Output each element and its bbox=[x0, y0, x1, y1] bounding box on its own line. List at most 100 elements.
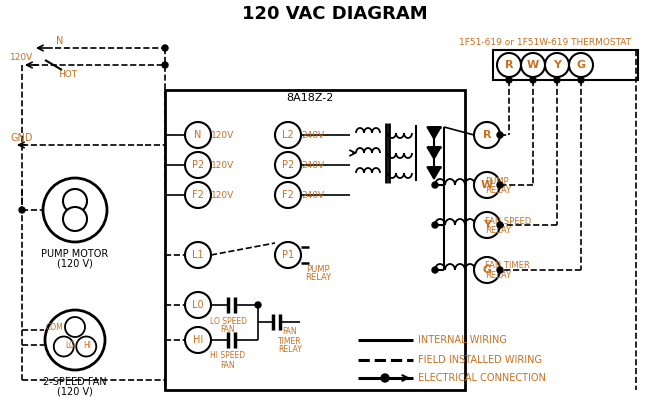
Circle shape bbox=[381, 374, 389, 382]
Text: 120V: 120V bbox=[211, 160, 234, 170]
Text: RELAY: RELAY bbox=[305, 274, 331, 282]
Polygon shape bbox=[427, 147, 441, 159]
Text: G: G bbox=[576, 60, 586, 70]
Text: P1: P1 bbox=[282, 250, 294, 260]
Circle shape bbox=[554, 77, 560, 83]
Text: R: R bbox=[483, 130, 491, 140]
Circle shape bbox=[275, 152, 301, 178]
Text: RELAY: RELAY bbox=[485, 186, 511, 194]
Text: TIMER: TIMER bbox=[278, 336, 302, 346]
Circle shape bbox=[185, 242, 211, 268]
Text: Y: Y bbox=[483, 220, 491, 230]
Text: 120V: 120V bbox=[211, 130, 234, 140]
Circle shape bbox=[185, 182, 211, 208]
Text: R: R bbox=[505, 60, 513, 70]
Text: COM: COM bbox=[46, 323, 64, 333]
Text: N: N bbox=[194, 130, 202, 140]
Circle shape bbox=[432, 267, 438, 273]
Circle shape bbox=[19, 207, 25, 213]
Text: (120 V): (120 V) bbox=[57, 259, 93, 269]
Text: FAN TIMER: FAN TIMER bbox=[485, 261, 530, 271]
Text: PUMP: PUMP bbox=[306, 264, 330, 274]
Text: F2: F2 bbox=[192, 190, 204, 200]
Circle shape bbox=[474, 212, 500, 238]
Circle shape bbox=[275, 242, 301, 268]
Circle shape bbox=[76, 336, 96, 357]
Circle shape bbox=[63, 207, 87, 231]
Text: 120 VAC DIAGRAM: 120 VAC DIAGRAM bbox=[242, 5, 428, 23]
Text: HOT: HOT bbox=[58, 70, 78, 78]
Circle shape bbox=[45, 310, 105, 370]
Text: P2: P2 bbox=[282, 160, 294, 170]
Text: HI SPEED: HI SPEED bbox=[210, 352, 246, 360]
Circle shape bbox=[521, 53, 545, 77]
Text: ELECTRICAL CONNECTION: ELECTRICAL CONNECTION bbox=[418, 373, 546, 383]
Text: RELAY: RELAY bbox=[278, 346, 302, 354]
Circle shape bbox=[497, 182, 503, 188]
Circle shape bbox=[275, 182, 301, 208]
Circle shape bbox=[497, 132, 503, 138]
Text: 1F51-619 or 1F51W-619 THERMOSTAT: 1F51-619 or 1F51W-619 THERMOSTAT bbox=[459, 37, 631, 47]
Text: GND: GND bbox=[11, 133, 34, 143]
Text: FAN: FAN bbox=[220, 326, 235, 334]
Circle shape bbox=[275, 122, 301, 148]
Circle shape bbox=[530, 77, 536, 83]
Circle shape bbox=[54, 336, 74, 357]
Text: L1: L1 bbox=[192, 250, 204, 260]
Text: 240V: 240V bbox=[302, 191, 324, 199]
Text: RELAY: RELAY bbox=[485, 271, 511, 279]
Circle shape bbox=[43, 178, 107, 242]
Circle shape bbox=[185, 152, 211, 178]
Text: L2: L2 bbox=[282, 130, 294, 140]
Circle shape bbox=[185, 327, 211, 353]
Polygon shape bbox=[427, 167, 441, 179]
Text: FAN SPEED: FAN SPEED bbox=[485, 217, 531, 225]
Circle shape bbox=[185, 292, 211, 318]
Circle shape bbox=[432, 182, 438, 188]
Circle shape bbox=[474, 122, 500, 148]
Circle shape bbox=[432, 222, 438, 228]
Text: P2: P2 bbox=[192, 160, 204, 170]
Circle shape bbox=[255, 302, 261, 308]
Polygon shape bbox=[427, 127, 441, 139]
Text: (120 V): (120 V) bbox=[57, 387, 93, 397]
Circle shape bbox=[578, 77, 584, 83]
Text: W: W bbox=[481, 180, 493, 190]
Circle shape bbox=[497, 53, 521, 77]
Circle shape bbox=[506, 77, 512, 83]
Text: 240V: 240V bbox=[302, 160, 324, 170]
Text: F2: F2 bbox=[282, 190, 294, 200]
Circle shape bbox=[545, 53, 569, 77]
Circle shape bbox=[497, 267, 503, 273]
Circle shape bbox=[185, 122, 211, 148]
Text: 120V: 120V bbox=[211, 191, 234, 199]
Text: 2-SPEED FAN: 2-SPEED FAN bbox=[43, 377, 107, 387]
Text: 240V: 240V bbox=[302, 130, 324, 140]
Circle shape bbox=[162, 62, 168, 68]
Bar bbox=[493, 50, 638, 80]
Circle shape bbox=[474, 172, 500, 198]
Text: N: N bbox=[56, 36, 64, 46]
Text: FAN: FAN bbox=[220, 360, 235, 370]
Text: L0: L0 bbox=[192, 300, 204, 310]
Circle shape bbox=[474, 257, 500, 283]
Text: INTERNAL WIRING: INTERNAL WIRING bbox=[418, 335, 507, 345]
Circle shape bbox=[497, 222, 503, 228]
Text: LO: LO bbox=[65, 341, 75, 349]
Text: PUMP MOTOR: PUMP MOTOR bbox=[42, 249, 109, 259]
Text: HI: HI bbox=[83, 341, 91, 349]
Circle shape bbox=[63, 189, 87, 213]
Text: W: W bbox=[527, 60, 539, 70]
Text: FAN: FAN bbox=[283, 328, 297, 336]
Text: FIELD INSTALLED WIRING: FIELD INSTALLED WIRING bbox=[418, 355, 542, 365]
Text: Y: Y bbox=[553, 60, 561, 70]
Text: 120V: 120V bbox=[10, 52, 34, 62]
Circle shape bbox=[162, 45, 168, 51]
Text: G: G bbox=[482, 265, 492, 275]
Text: RELAY: RELAY bbox=[485, 225, 511, 235]
Circle shape bbox=[569, 53, 593, 77]
Text: LO SPEED: LO SPEED bbox=[210, 316, 247, 326]
Text: PUMP: PUMP bbox=[485, 176, 509, 186]
Text: 8A18Z-2: 8A18Z-2 bbox=[286, 93, 334, 103]
Text: HI: HI bbox=[193, 335, 203, 345]
